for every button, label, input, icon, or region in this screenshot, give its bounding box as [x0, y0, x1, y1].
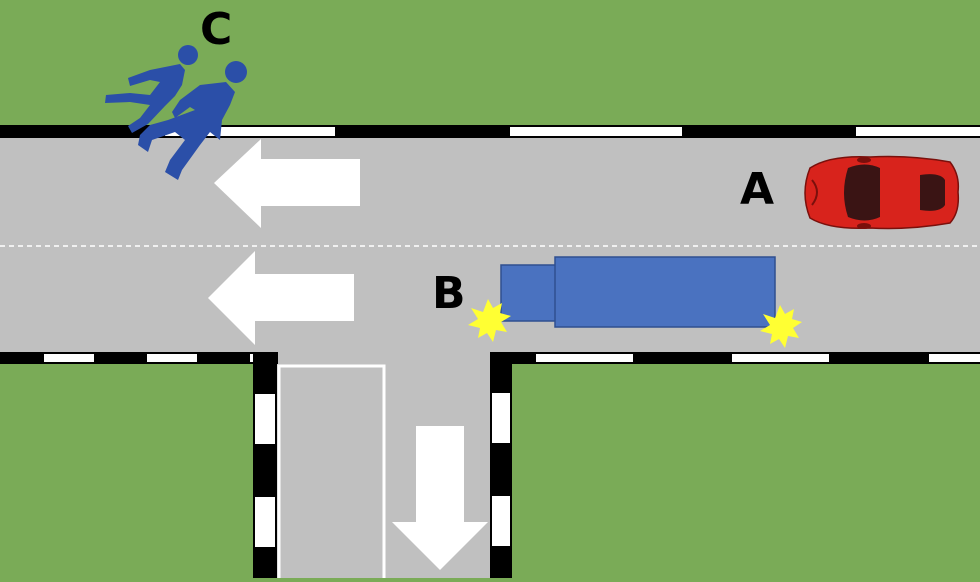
- side-road-right-kerb: [490, 352, 512, 578]
- red-sports-car-icon: [804, 155, 960, 230]
- two-running-people-icon: [105, 45, 247, 180]
- collision-star-icon: [468, 299, 511, 342]
- top-kerb: [0, 125, 980, 138]
- label-car-a: A: [740, 164, 775, 215]
- label-truck-b: B: [432, 268, 466, 319]
- arrow-left-upper-icon: [214, 139, 360, 228]
- collision-star-icon: [760, 305, 802, 348]
- arrow-down-icon: [392, 426, 488, 570]
- arrow-left-lower-icon: [208, 251, 354, 345]
- label-pedestrians-c: C: [200, 4, 233, 55]
- blue-truck-icon: [500, 256, 776, 328]
- side-road-left-kerb: [253, 352, 277, 578]
- side-road-lane-outline: [277, 364, 386, 578]
- bottom-right-kerb: [490, 352, 980, 364]
- bottom-left-kerb: [0, 352, 278, 364]
